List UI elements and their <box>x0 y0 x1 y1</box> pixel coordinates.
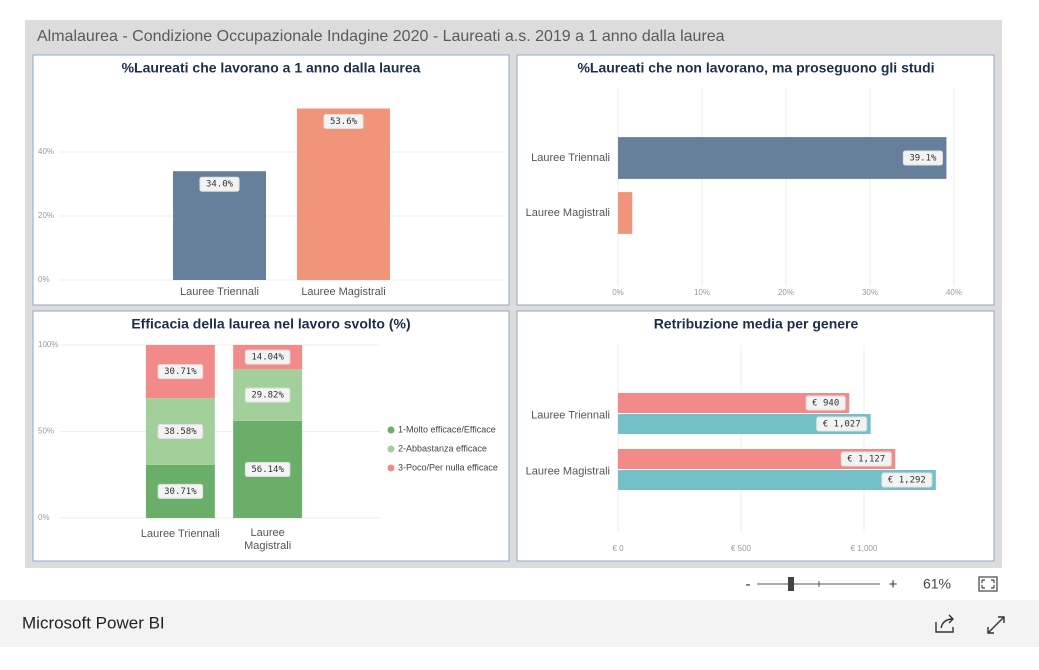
bar <box>618 137 947 179</box>
value-label-box <box>157 424 204 439</box>
x-tick-label: Lauree Triennali <box>141 528 220 540</box>
x-tick-label-box: Lauree Magistrali <box>244 527 292 552</box>
chart-title: Retribuzione media per genere <box>654 316 859 332</box>
value-label: 53.6% <box>330 117 358 127</box>
fit-page-button[interactable] <box>978 576 998 592</box>
value-label: € 1,127 <box>847 455 885 465</box>
value-label: 14.04% <box>251 353 284 363</box>
value-label-box <box>244 461 291 477</box>
x-tick-label: 40% <box>946 288 962 297</box>
value-label: 29.82% <box>251 391 284 401</box>
x-tick-label: 10% <box>694 288 710 297</box>
report-title: Almalaurea - Condizione Occupazionale In… <box>37 28 725 45</box>
panel <box>516 54 995 306</box>
fullscreen-button[interactable] <box>987 616 1005 634</box>
value-label: 38.58% <box>164 427 197 437</box>
x-tick-label: 0% <box>612 288 624 297</box>
y-tick-label: Lauree Magistrali <box>526 207 610 219</box>
zoom-out[interactable]: - <box>746 576 751 593</box>
footer-bar <box>0 600 1039 647</box>
zoom-in[interactable]: + <box>889 576 898 593</box>
x-tick-label: Lauree Magistrali <box>301 286 385 298</box>
legend-label: 1-Molto efficace/Efficace <box>398 424 496 434</box>
bar <box>297 108 390 280</box>
value-label: 34.0% <box>206 180 234 190</box>
value-label: 39.1% <box>909 154 937 164</box>
legend-swatch <box>387 426 395 434</box>
x-tick-label: Lauree Triennali <box>180 286 259 298</box>
chart-title: %Laureati che lavorano a 1 anno dalla la… <box>122 60 421 76</box>
x-tick-label: € 0 <box>612 544 624 553</box>
panel <box>516 310 995 562</box>
bar <box>618 470 936 490</box>
value-label-box <box>840 451 892 467</box>
y-tick-label: Lauree Triennali <box>531 409 610 421</box>
zoom-thumb[interactable] <box>788 577 794 591</box>
legend-swatch <box>387 445 395 453</box>
legend-label: 2-Abbastanza efficace <box>398 443 487 453</box>
value-label-box <box>157 364 204 380</box>
value-label-box <box>323 113 364 129</box>
value-label-box <box>244 387 291 403</box>
y-tick-label: Lauree Triennali <box>531 152 610 164</box>
y-tick-label: Lauree Magistrali <box>526 465 610 477</box>
x-tick-label: Lauree Magistrali <box>244 527 292 552</box>
value-label: € 1,027 <box>823 420 861 430</box>
bar <box>618 192 633 234</box>
value-label-box <box>199 176 240 192</box>
y-tick-label: 40% <box>38 147 54 156</box>
x-tick-label: € 1,000 <box>851 544 878 553</box>
x-tick-label: 20% <box>778 288 794 297</box>
legend-swatch <box>387 464 395 472</box>
value-label: € 1,292 <box>888 476 926 486</box>
brand: Microsoft Power BI <box>22 613 165 632</box>
bar <box>618 449 896 469</box>
bar <box>618 414 871 434</box>
chart-title: Efficacia della laurea nel lavoro svolto… <box>131 316 410 332</box>
value-label-box <box>157 483 204 499</box>
zoom-level: 61% <box>923 576 951 592</box>
panel <box>32 54 510 306</box>
x-tick-label: € 500 <box>731 544 752 553</box>
share-button[interactable] <box>935 614 954 633</box>
y-tick-label: 20% <box>38 211 54 220</box>
value-label-box <box>244 349 291 365</box>
x-tick-label: 30% <box>862 288 878 297</box>
value-label: 30.71% <box>164 367 197 377</box>
value-label: € 940 <box>812 399 839 409</box>
legend-label: 3-Poco/Per nulla efficace <box>398 462 498 472</box>
bar <box>618 393 850 413</box>
value-label-box <box>816 416 868 432</box>
value-label-box <box>805 395 846 411</box>
y-tick-label: 100% <box>38 340 58 349</box>
y-tick-label: 0% <box>38 275 50 284</box>
value-label-box <box>902 150 943 166</box>
value-label-box <box>881 472 933 488</box>
y-tick-label: 50% <box>38 427 54 436</box>
value-label: 56.14% <box>251 465 284 475</box>
y-tick-label: 0% <box>38 513 50 522</box>
value-label: 30.71% <box>164 487 197 497</box>
chart-title: %Laureati che non lavorano, ma proseguon… <box>577 60 934 76</box>
